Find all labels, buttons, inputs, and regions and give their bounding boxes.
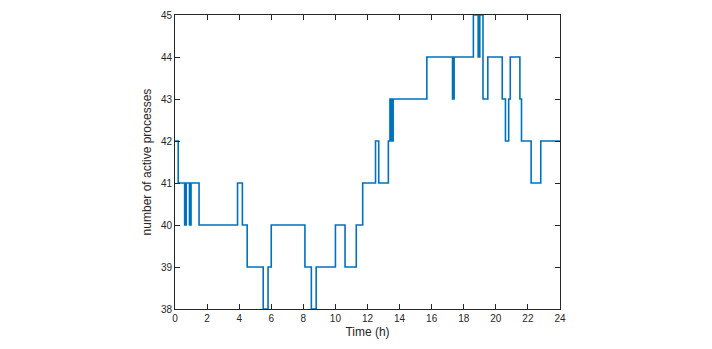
svg-text:10: 10	[330, 313, 342, 324]
svg-text:number of active processes: number of active processes	[140, 89, 154, 236]
svg-text:8: 8	[301, 313, 307, 324]
svg-text:0: 0	[172, 313, 178, 324]
svg-text:44: 44	[161, 52, 173, 63]
svg-text:42: 42	[161, 136, 173, 147]
svg-text:40: 40	[161, 220, 173, 231]
svg-text:38: 38	[161, 304, 173, 315]
svg-text:18: 18	[458, 313, 470, 324]
svg-text:39: 39	[161, 262, 173, 273]
svg-text:14: 14	[394, 313, 406, 324]
svg-text:6: 6	[268, 313, 274, 324]
svg-text:24: 24	[554, 313, 566, 324]
svg-text:4: 4	[236, 313, 242, 324]
svg-text:12: 12	[362, 313, 374, 324]
svg-text:20: 20	[490, 313, 502, 324]
svg-text:22: 22	[522, 313, 534, 324]
svg-text:2: 2	[204, 313, 210, 324]
svg-text:43: 43	[161, 94, 173, 105]
svg-text:45: 45	[161, 10, 173, 21]
svg-text:41: 41	[161, 178, 173, 189]
svg-text:16: 16	[426, 313, 438, 324]
svg-text:Time (h): Time (h)	[345, 325, 389, 339]
